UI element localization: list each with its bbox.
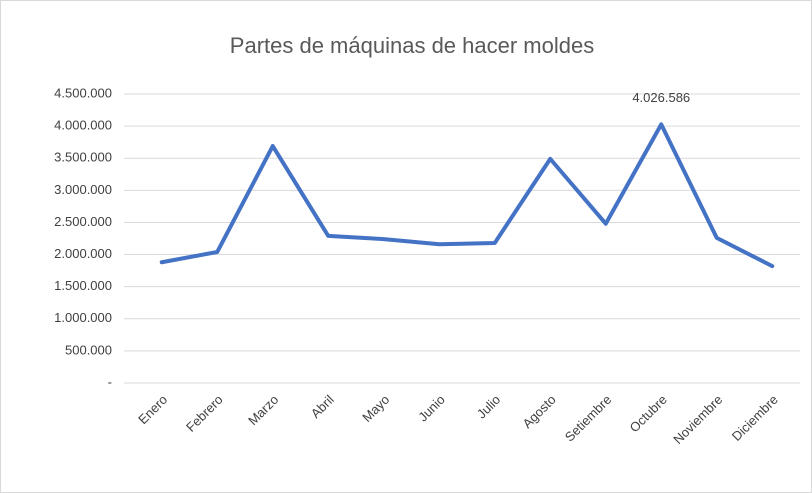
y-tick-label: 2.500.000 <box>54 214 112 229</box>
line <box>159 122 775 269</box>
y-tick-label: 1.500.000 <box>54 278 112 293</box>
y-tick-label: - <box>108 374 112 389</box>
y-tick-label: 2.000.000 <box>54 246 112 261</box>
y-tick-label: 3.500.000 <box>54 150 112 165</box>
y-tick-label: 500.000 <box>65 342 112 357</box>
y-tick-label: 4.000.000 <box>54 118 112 133</box>
data-label: 4.026.586 <box>632 90 690 105</box>
chart-title: Partes de máquinas de hacer moldes <box>230 33 594 58</box>
y-tick-label: 1.000.000 <box>54 310 112 325</box>
y-tick-label: 4.500.000 <box>54 85 112 100</box>
y-tick-label: 3.000.000 <box>54 182 112 197</box>
